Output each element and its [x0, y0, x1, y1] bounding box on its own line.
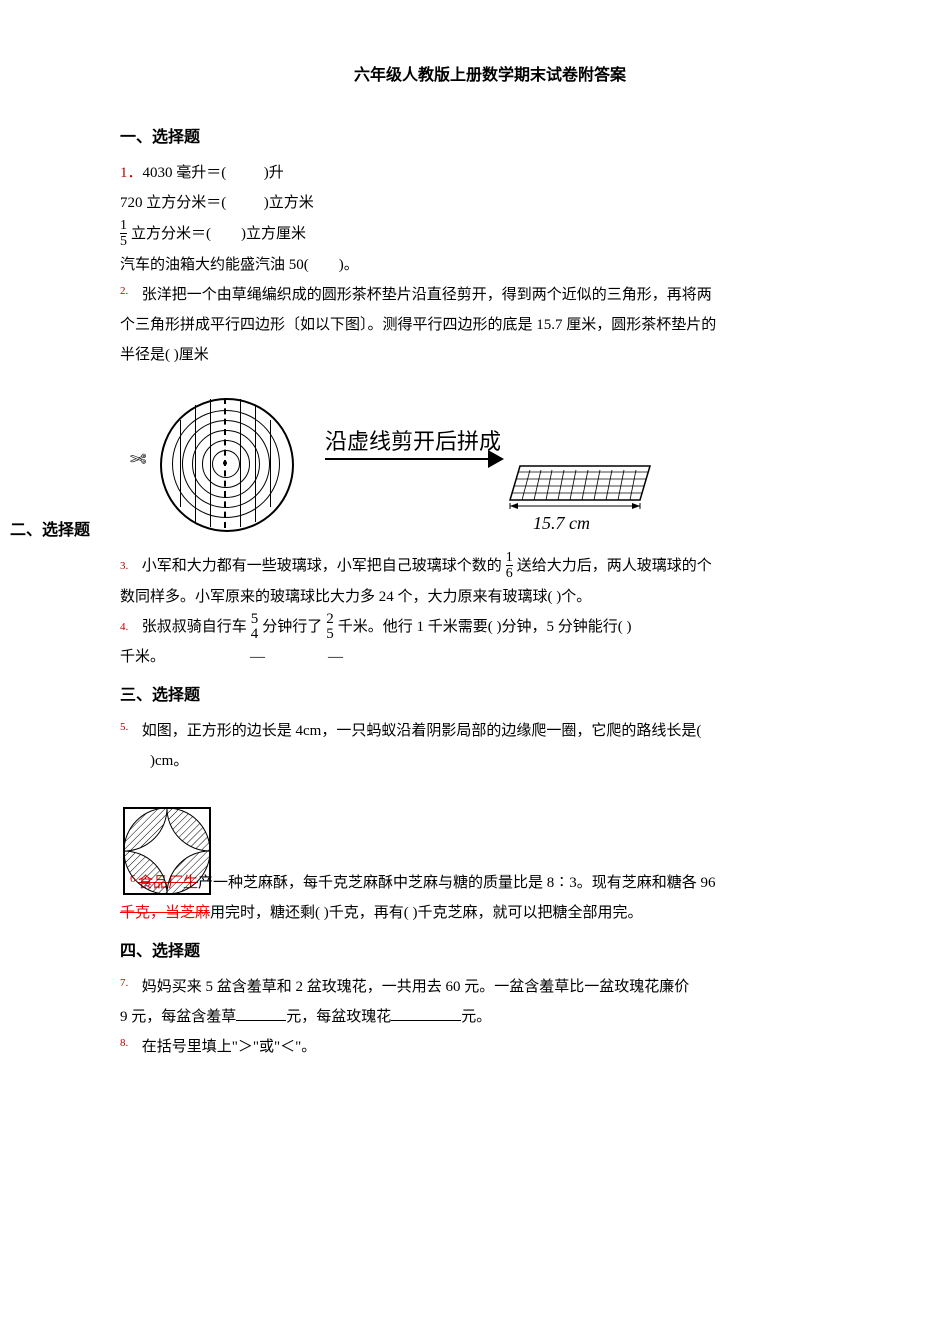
vline-6: [270, 420, 271, 507]
q2-line2: 个三角形拼成平行四边形〔如以下图〕。测得平行四边形的底是 15.7 厘米，圆形茶…: [120, 310, 860, 340]
q2-t1: 张洋把一个由草绳编织成的圆形茶杯垫片沿直径剪开，得到两个近似的三角形，再将两: [142, 287, 712, 303]
q4-l2: 千米。: [120, 649, 165, 665]
q1-line2: 720 立方分米＝( )立方米: [120, 188, 860, 218]
q1-num: 1．: [120, 165, 143, 181]
q6-mid2: 用完时，糖还剩( )千克，再有( )千克芝麻，就可以把糖全部用完。: [210, 905, 642, 921]
q4-f2d: 5: [326, 627, 334, 642]
q4-p3: 千米。他行 1 千米需要( )分钟，5 分钟能行( ): [338, 612, 632, 642]
q1-l1a: 4030 毫升＝(: [143, 165, 227, 181]
q3-frac-den: 6: [506, 565, 513, 581]
q8-t: 在括号里填上"＞"或"＜"。: [142, 1039, 317, 1055]
q7-t2a: 9 元，每盆含羞草: [120, 1009, 236, 1025]
circle-inner: [160, 398, 290, 528]
q1-l2a: 720 立方分米＝(: [120, 195, 226, 211]
q4-p2: 分钟行了: [262, 612, 322, 642]
q1-l3a: 立方分米＝(: [131, 219, 211, 249]
q6-mid1: 产一种芝麻酥，每千克芝麻酥中芝麻与糖的质量比是 8∶3。现有芝麻和糖各 96: [198, 875, 716, 891]
q4-f1n: 5: [251, 612, 259, 627]
q3-num: 3.: [120, 555, 128, 577]
center-dot: [223, 461, 227, 465]
q4-sub2: —: [328, 642, 343, 672]
q3-p2: 送给大力后，两人玻璃球的个: [517, 551, 712, 581]
q2-num: 2.: [120, 285, 128, 297]
vline-3: [210, 399, 211, 527]
q7-line1: 7. 妈妈买来 5 盆含羞草和 2 盆玫瑰花，一共用去 60 元。一盆含羞草比一…: [120, 972, 860, 1002]
q6-line1: 6. 食品厂生产一种芝麻酥，每千克芝麻酥中芝麻与糖的质量比是 8∶3。现有芝麻和…: [120, 868, 860, 898]
q4-sub1: —: [250, 642, 265, 672]
q3-line1: 3. 小军和大力都有一些玻璃球，小军把自己玻璃球个数的 1 6 送给大力后，两人…: [120, 550, 860, 582]
dimension-label: 15.7 cm: [533, 505, 590, 541]
vline-2: [195, 405, 196, 522]
q3-line2: 数同样多。小军原来的玻璃球比大力多 24 个，大力原来有玻璃球( )个。: [120, 582, 860, 612]
q1-frac-num: 1: [120, 218, 127, 233]
section-2: 二、选择题: [10, 515, 90, 547]
q2-diagram: ✄ 沿虚线剪开后拼成: [130, 380, 650, 550]
q3-p1: 小军和大力都有一些玻璃球，小军把自己玻璃球个数的: [142, 551, 502, 581]
q5-line1: 5. 如图，正方形的边长是 4cm，一只蚂蚁沿着阴影局部的边缘爬一圈，它爬的路线…: [120, 716, 860, 746]
q4-f1d: 4: [251, 627, 259, 642]
section-1: 一、选择题: [120, 122, 860, 154]
q4-f2n: 2: [326, 612, 334, 627]
q4-frac1: 5 4: [251, 612, 259, 642]
q2-line1: 2. 张洋把一个由草绳编织成的圆形茶杯垫片沿直径剪开，得到两个近似的三角形，再将…: [120, 280, 860, 310]
q7-num: 7.: [120, 977, 128, 989]
q5-t1: 如图，正方形的边长是 4cm，一只蚂蚁沿着阴影局部的边缘爬一圈，它爬的路线长是(: [142, 723, 702, 739]
q1-line4: 汽车的油箱大约能盛汽油 50( )。: [120, 250, 860, 280]
q8-line: 8. 在括号里填上"＞"或"＜"。: [120, 1032, 860, 1062]
q4-p1: 张叔叔骑自行车: [142, 612, 247, 642]
q7-line2: 9 元，每盆含羞草 元，每盆玫瑰花 元。: [120, 1002, 860, 1032]
vline-4: [240, 399, 241, 527]
vline-5: [255, 405, 256, 522]
q1-line1: 1．4030 毫升＝( )升: [120, 158, 860, 188]
q6-num: 6.: [130, 873, 138, 885]
q1-l4a: 汽车的油箱大约能盛汽油 50(: [120, 257, 309, 273]
q7-t1: 妈妈买来 5 盆含羞草和 2 盆玫瑰花，一共用去 60 元。一盆含羞草比一盆玫瑰…: [142, 979, 690, 995]
q7-t2b: 元，每盆玫瑰花: [286, 1009, 391, 1025]
section-4: 四、选择题: [120, 936, 860, 968]
q6-line2: 千克，当芝麻用完时，糖还剩( )千克，再有( )千克芝麻，就可以把糖全部用完。: [120, 898, 860, 928]
q4-block: 4. 张叔叔骑自行车 5 4 分钟行了 2 5 千米。他行 1 千米需要( )分…: [120, 612, 860, 672]
page-title: 六年级人教版上册数学期末试卷附答案: [120, 60, 860, 92]
q6-strike2: 千克，当芝麻: [120, 905, 210, 921]
q4-num: 4.: [120, 616, 128, 638]
q5-num: 5.: [120, 721, 128, 733]
q1-line3: 1 5 立方分米＝( )立方厘米: [120, 218, 860, 250]
q4-frac2: 2 5: [326, 612, 334, 642]
q3-frac-num: 1: [506, 550, 513, 565]
blank-2: [391, 1005, 461, 1021]
scissor-icon: ✄: [130, 440, 147, 480]
blank-1: [236, 1005, 286, 1021]
q1-l1b: )升: [264, 165, 284, 181]
q7-t2c: 元。: [461, 1009, 491, 1025]
q1-l3b: )立方厘米: [241, 219, 306, 249]
q1-l2b: )立方米: [264, 195, 314, 211]
section-3: 三、选择题: [120, 680, 860, 712]
arrow-shaft: [325, 458, 495, 460]
q1-frac-den: 5: [120, 233, 127, 249]
vline-1: [180, 420, 181, 507]
q1-l4b: )。: [339, 257, 359, 273]
q5-thumb: [120, 804, 220, 904]
q3-frac: 1 6: [506, 550, 513, 582]
q5-line2: )cm。: [120, 746, 860, 776]
q8-num: 8.: [120, 1037, 128, 1049]
q1-frac: 1 5: [120, 218, 127, 250]
q2-line3: 半径是( )厘米: [120, 340, 860, 370]
